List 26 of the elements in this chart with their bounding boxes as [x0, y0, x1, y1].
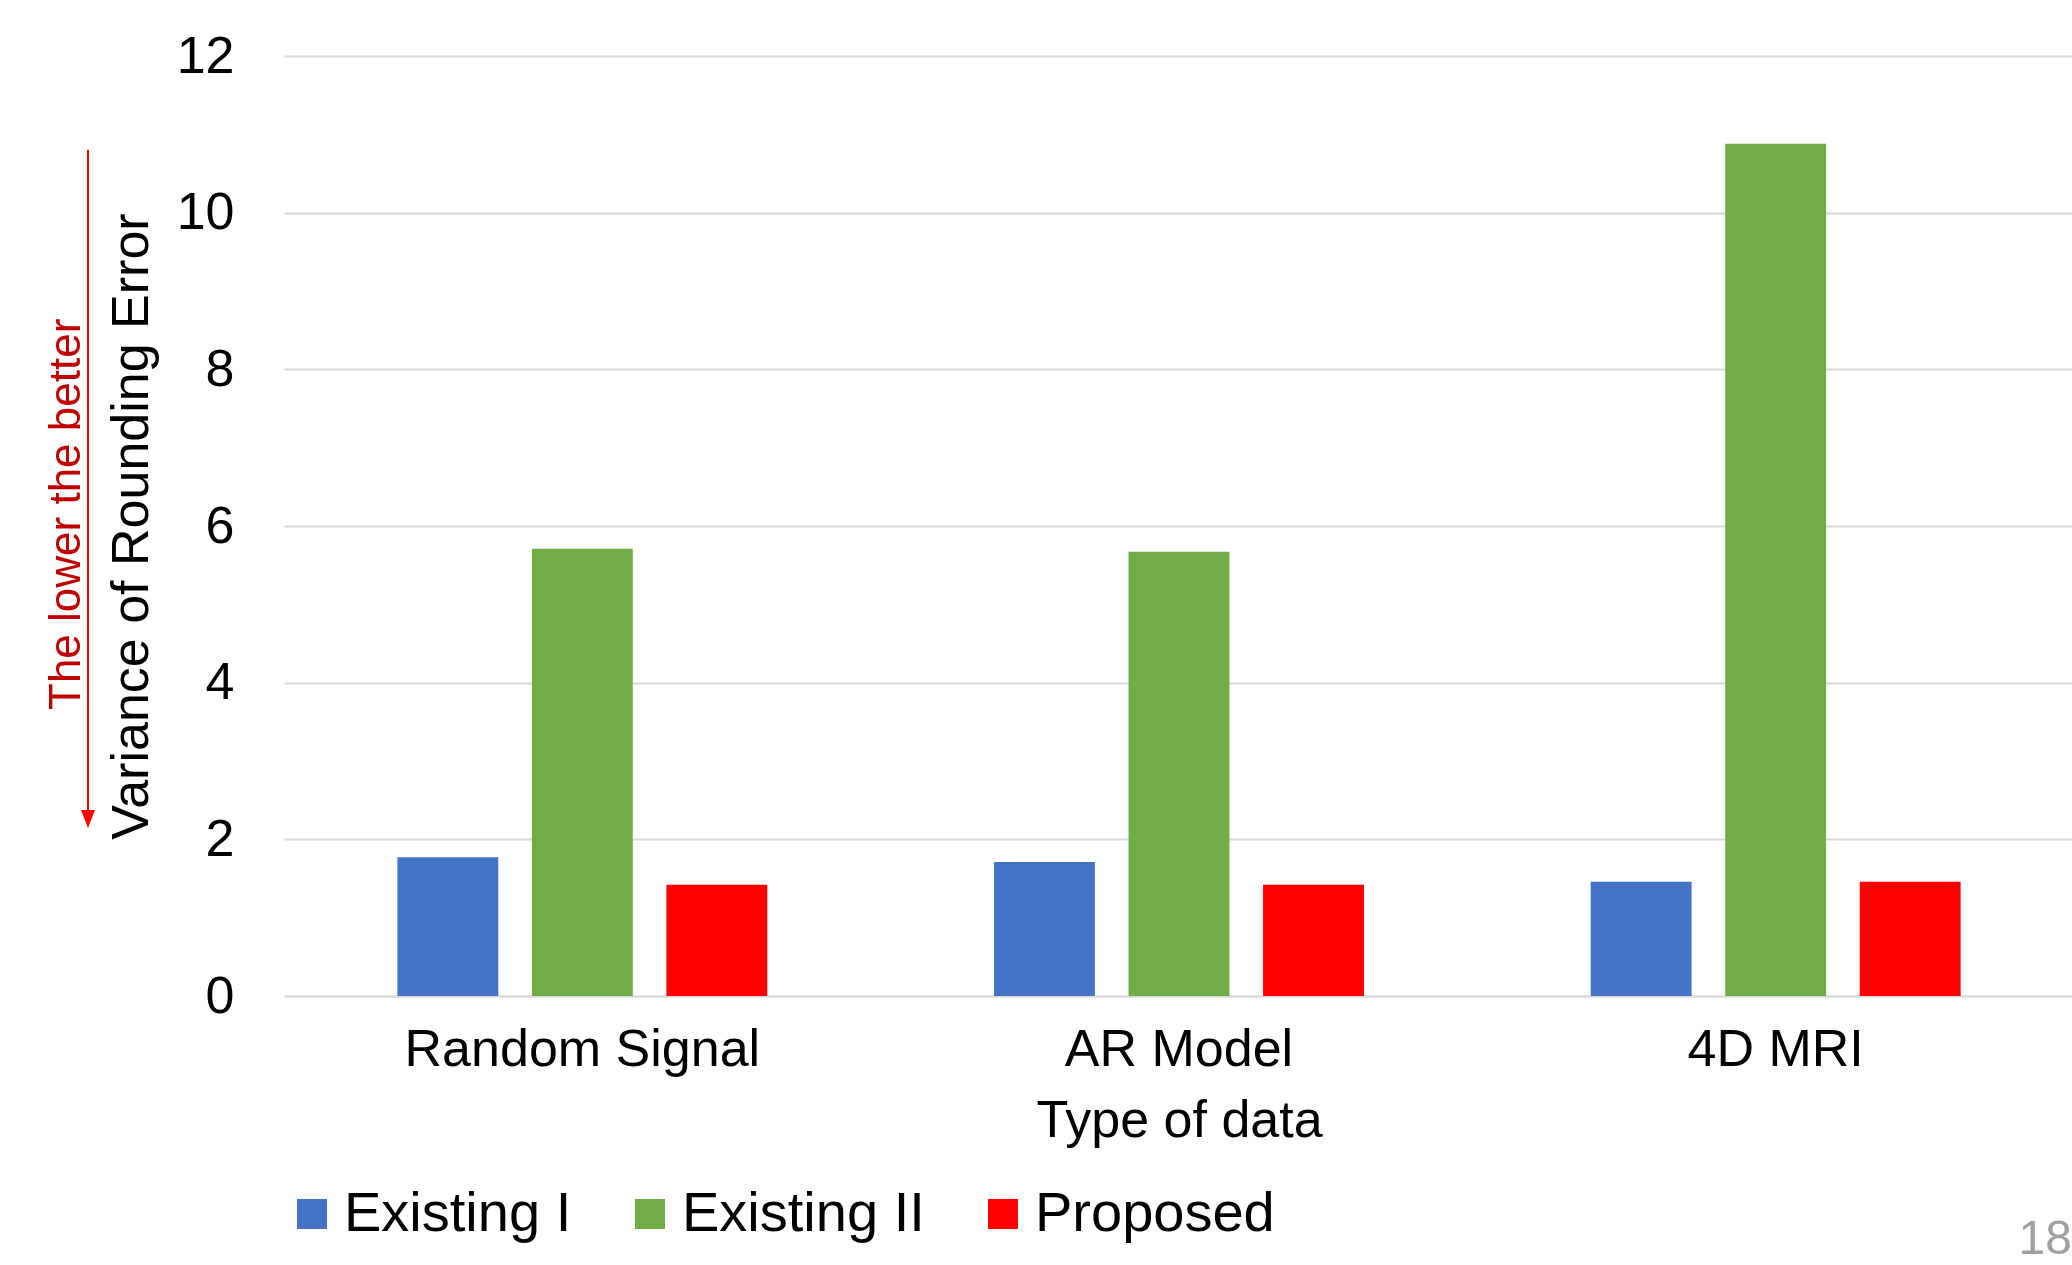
- y-tick-label: 8: [205, 338, 235, 397]
- y-tick-label: 10: [176, 182, 235, 241]
- x-axis-title: Type of data: [1036, 1089, 1323, 1148]
- x-tick-label: Random Signal: [404, 1018, 761, 1077]
- bar: [1725, 143, 1827, 996]
- bar: [1859, 881, 1961, 996]
- y-tick-label: 12: [176, 25, 235, 84]
- x-tick-label: 4D MRI: [1687, 1018, 1864, 1077]
- bar: [994, 862, 1095, 996]
- bar: [666, 884, 768, 996]
- x-tick-label: AR Model: [1064, 1018, 1294, 1077]
- legend-label: Proposed: [1035, 1180, 1275, 1243]
- y-tick-label: 4: [205, 652, 235, 711]
- bar: [397, 857, 499, 996]
- legend-label: Existing I: [344, 1180, 572, 1243]
- text: 18: [2018, 1210, 2072, 1265]
- y-tick-label: 0: [205, 965, 235, 1024]
- bar: [1590, 881, 1692, 996]
- y-axis-title: Variance of Rounding Error: [100, 213, 159, 840]
- legend-label: Existing II: [682, 1180, 925, 1243]
- bar: [1263, 884, 1364, 996]
- text: The lower the better: [40, 318, 90, 710]
- y-tick-label: 6: [205, 495, 235, 554]
- bar: [531, 548, 633, 996]
- bar: [1128, 551, 1230, 996]
- y-tick-label: 2: [205, 808, 235, 867]
